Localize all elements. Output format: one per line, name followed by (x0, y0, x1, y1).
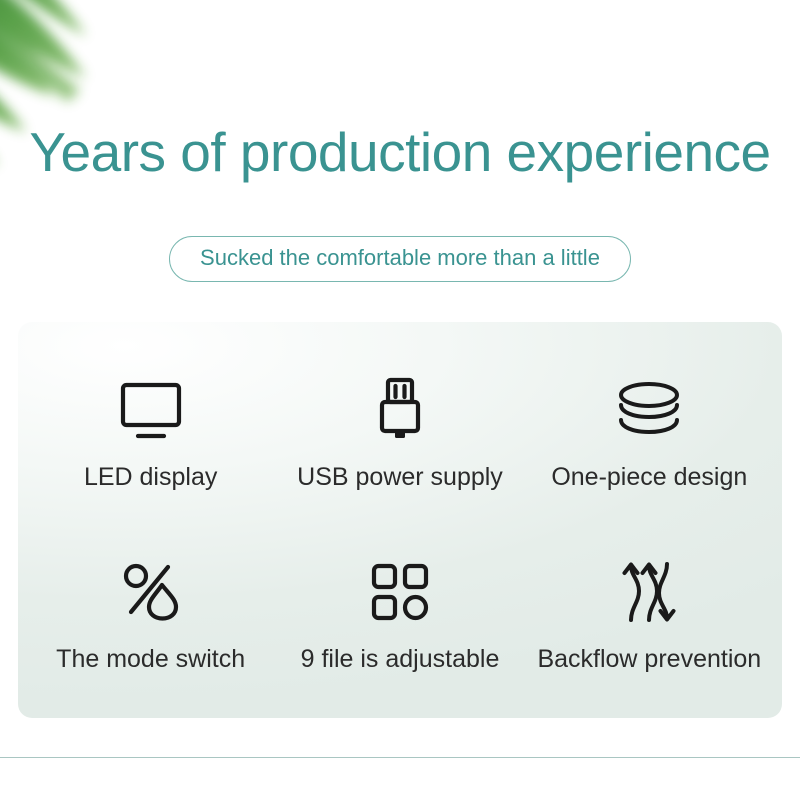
feature-card: LED display USB power supply One-piece d… (18, 322, 782, 718)
usb-plug-icon (372, 373, 428, 447)
feature-label: One-piece design (551, 462, 748, 491)
grid-levels-icon (368, 555, 432, 629)
feature-item-mode-switch: The mode switch (26, 522, 275, 704)
stacked-disc-icon (613, 373, 685, 447)
feature-item-backflow-prevention: Backflow prevention (525, 522, 774, 704)
subtitle-pill: Sucked the comfortable more than a littl… (169, 236, 631, 282)
feature-label: LED display (83, 462, 218, 491)
page-title: Years of production experience (29, 121, 771, 183)
feature-item-led-display: LED display (26, 340, 275, 522)
feature-label: 9 file is adjustable (300, 644, 500, 673)
airflow-waves-icon (618, 555, 680, 629)
feature-label: USB power supply (297, 462, 503, 491)
feature-label: The mode switch (56, 644, 246, 673)
feature-item-usb-power-supply: USB power supply (275, 340, 524, 522)
feature-label: Backflow prevention (537, 644, 762, 673)
bottom-divider (0, 757, 800, 758)
feature-item-adjustable-levels: 9 file is adjustable (275, 522, 524, 704)
humidity-percent-icon (118, 555, 184, 629)
feature-item-one-piece-design: One-piece design (525, 340, 774, 522)
monitor-icon (116, 373, 186, 447)
subtitle-pill-row: Sucked the comfortable more than a littl… (0, 236, 800, 282)
